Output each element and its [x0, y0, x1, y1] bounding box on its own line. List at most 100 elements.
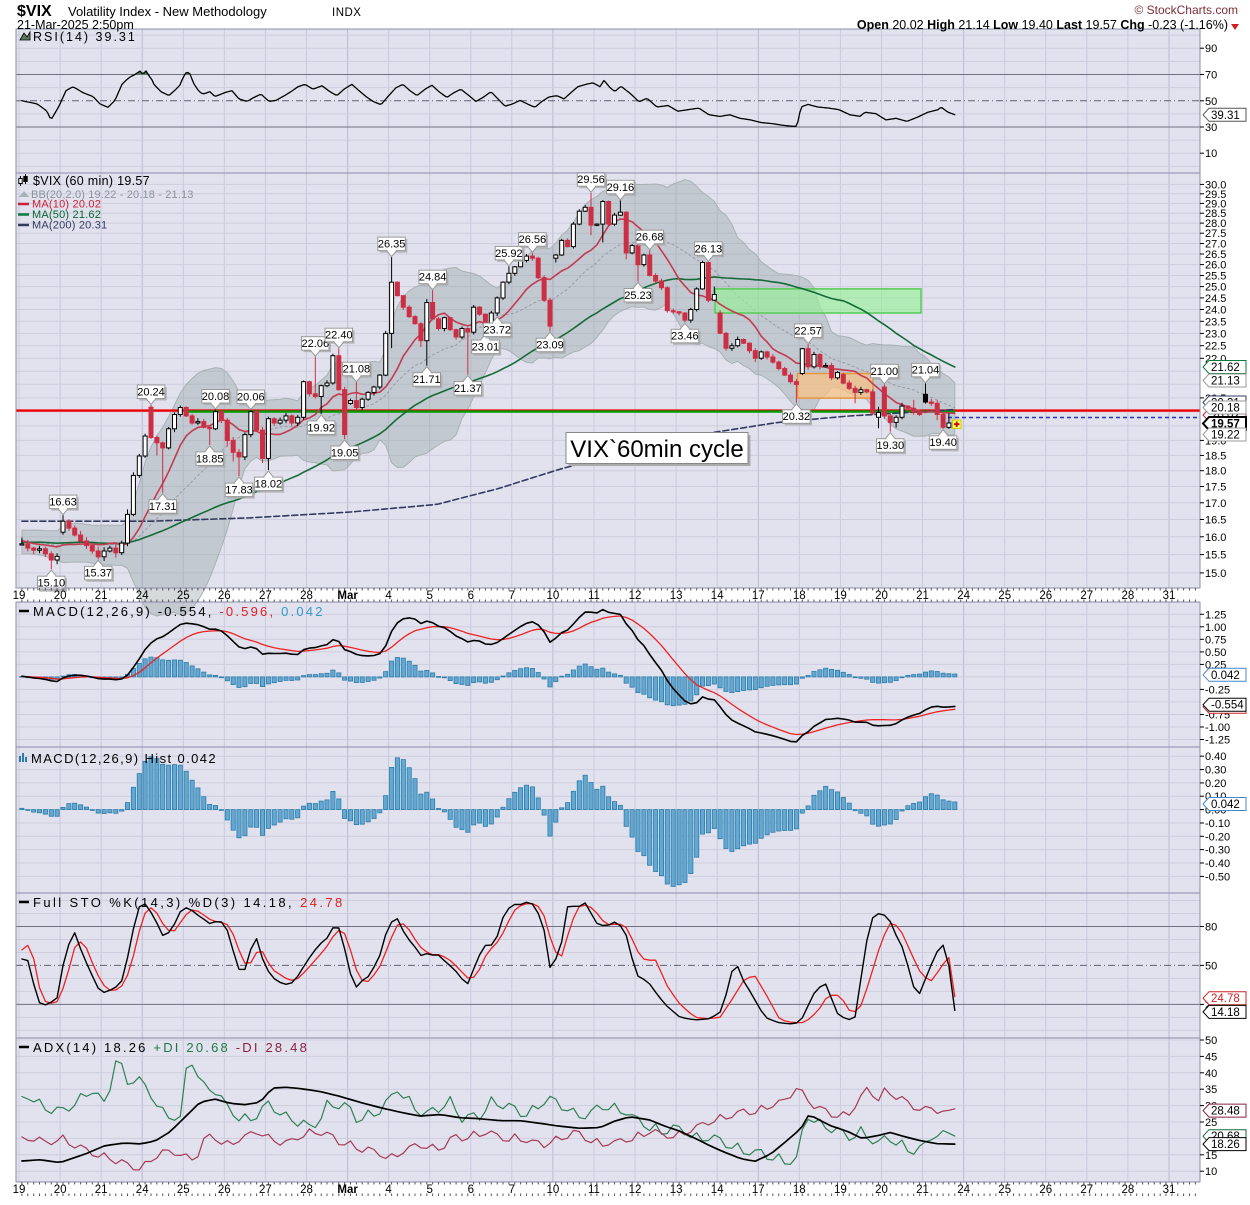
svg-text:6: 6	[468, 1184, 474, 1196]
svg-text:13: 13	[670, 590, 683, 602]
svg-text:25: 25	[998, 590, 1011, 602]
svg-text:15.5: 15.5	[1205, 550, 1226, 562]
svg-text:0.40: 0.40	[1205, 751, 1226, 763]
svg-text:26.0: 26.0	[1205, 260, 1226, 272]
svg-text:29.5: 29.5	[1205, 189, 1226, 201]
svg-text:16.63: 16.63	[49, 497, 77, 509]
svg-text:22.57: 22.57	[794, 325, 822, 337]
svg-text:18.02: 18.02	[255, 479, 283, 491]
svg-text:4: 4	[385, 590, 392, 602]
svg-text:24: 24	[957, 590, 970, 602]
svg-text:21: 21	[916, 590, 929, 602]
svg-text:25: 25	[177, 590, 190, 602]
svg-text:21: 21	[916, 1184, 929, 1196]
svg-text:25.5: 25.5	[1205, 271, 1226, 283]
svg-text:Mar: Mar	[337, 1184, 358, 1196]
svg-text:19.92: 19.92	[307, 422, 335, 434]
svg-text:10: 10	[547, 590, 560, 602]
svg-text:45: 45	[1205, 1051, 1217, 1063]
svg-text:24.5: 24.5	[1205, 293, 1226, 305]
svg-text:15: 15	[1205, 1150, 1217, 1162]
svg-text:26.68: 26.68	[636, 232, 664, 244]
svg-text:19: 19	[13, 590, 26, 602]
svg-text:MA(200) 20.31: MA(200) 20.31	[32, 220, 107, 232]
svg-text:50: 50	[1205, 96, 1217, 108]
svg-text:21: 21	[95, 1184, 108, 1196]
svg-text:1.00: 1.00	[1205, 622, 1226, 634]
svg-text:31: 31	[1163, 1184, 1176, 1196]
svg-text:35: 35	[1205, 1084, 1217, 1096]
svg-text:17.5: 17.5	[1205, 482, 1226, 494]
svg-text:-0.554: -0.554	[1211, 700, 1244, 712]
svg-text:14: 14	[711, 590, 724, 602]
svg-text:11: 11	[588, 590, 600, 602]
svg-text:21.00: 21.00	[871, 366, 899, 378]
svg-text:23.5: 23.5	[1205, 316, 1226, 328]
svg-text:23.72: 23.72	[483, 325, 511, 337]
svg-text:50: 50	[1205, 960, 1217, 972]
svg-text:21.71: 21.71	[413, 374, 441, 386]
svg-text:30.0: 30.0	[1205, 179, 1226, 191]
svg-text:26: 26	[218, 590, 231, 602]
svg-text:26: 26	[1039, 1184, 1052, 1196]
svg-text:11: 11	[588, 1184, 600, 1196]
svg-text:22.5: 22.5	[1205, 341, 1226, 353]
svg-text:RSI(14) 39.31: RSI(14) 39.31	[33, 30, 137, 44]
svg-text:24.78: 24.78	[1211, 993, 1240, 1005]
svg-text:25: 25	[1205, 1117, 1217, 1129]
svg-text:10: 10	[1205, 148, 1217, 160]
svg-text:6: 6	[468, 590, 474, 602]
svg-text:90: 90	[1205, 43, 1217, 55]
svg-text:BB(20,2.0) 19.22 - 20.18 - 21.: BB(20,2.0) 19.22 - 20.18 - 21.13	[31, 189, 194, 201]
svg-text:23.0: 23.0	[1205, 328, 1226, 340]
svg-text:-0.20: -0.20	[1205, 831, 1230, 843]
svg-text:-1.00: -1.00	[1205, 722, 1230, 734]
svg-text:14.18: 14.18	[1211, 1007, 1240, 1019]
svg-text:20.24: 20.24	[137, 387, 165, 399]
svg-text:27: 27	[259, 590, 272, 602]
svg-text:0.20: 0.20	[1205, 778, 1226, 790]
svg-text:MA(50) 21.62: MA(50) 21.62	[32, 209, 101, 221]
svg-text:20.18: 20.18	[1211, 403, 1240, 415]
svg-text:21.13: 21.13	[1211, 376, 1240, 388]
svg-text:19.30: 19.30	[877, 440, 905, 452]
svg-text:30: 30	[1205, 122, 1217, 134]
svg-text:-0.50: -0.50	[1205, 871, 1230, 883]
svg-text:MA(10) 20.02: MA(10) 20.02	[32, 199, 101, 211]
svg-text:31: 31	[1163, 590, 1176, 602]
svg-text:29.0: 29.0	[1205, 198, 1226, 210]
svg-text:-0.30: -0.30	[1205, 845, 1230, 857]
svg-text:25: 25	[998, 1184, 1011, 1196]
svg-text:28: 28	[1122, 1184, 1135, 1196]
svg-text:0.50: 0.50	[1205, 647, 1226, 659]
svg-text:27: 27	[259, 1184, 272, 1196]
svg-text:24.0: 24.0	[1205, 305, 1226, 317]
svg-text:28: 28	[300, 590, 313, 602]
svg-text:© StockCharts.com: © StockCharts.com	[1134, 3, 1238, 17]
svg-text:15.37: 15.37	[84, 568, 112, 580]
svg-text:Open 20.02 High 21.14 Low 19.4: Open 20.02 High 21.14 Low 19.40 Last 19.…	[857, 18, 1228, 32]
svg-text:20.32: 20.32	[783, 411, 811, 423]
svg-text:27.0: 27.0	[1205, 239, 1226, 251]
svg-text:25.23: 25.23	[624, 290, 652, 302]
svg-text:21.04: 21.04	[912, 365, 940, 377]
svg-text:19.22: 19.22	[1211, 430, 1240, 442]
svg-text:20.08: 20.08	[202, 391, 230, 403]
svg-text:39.31: 39.31	[1211, 110, 1240, 122]
svg-text:18.0: 18.0	[1205, 466, 1226, 478]
svg-text:18.85: 18.85	[196, 453, 224, 465]
svg-text:24: 24	[136, 1184, 149, 1196]
svg-text:28: 28	[1122, 590, 1135, 602]
svg-text:1.25: 1.25	[1205, 609, 1226, 621]
svg-text:20: 20	[54, 590, 67, 602]
svg-text:17.0: 17.0	[1205, 498, 1226, 510]
svg-text:27: 27	[1080, 590, 1093, 602]
svg-text:14: 14	[711, 1184, 724, 1196]
svg-text:18.5: 18.5	[1205, 450, 1226, 462]
svg-text:INDX: INDX	[332, 7, 361, 19]
svg-text:29.56: 29.56	[577, 174, 605, 186]
svg-text:27.5: 27.5	[1205, 228, 1226, 240]
svg-text:70: 70	[1205, 70, 1217, 82]
svg-text:20: 20	[54, 1184, 67, 1196]
svg-text:$VIX (60 min) 19.57: $VIX (60 min) 19.57	[33, 174, 150, 188]
